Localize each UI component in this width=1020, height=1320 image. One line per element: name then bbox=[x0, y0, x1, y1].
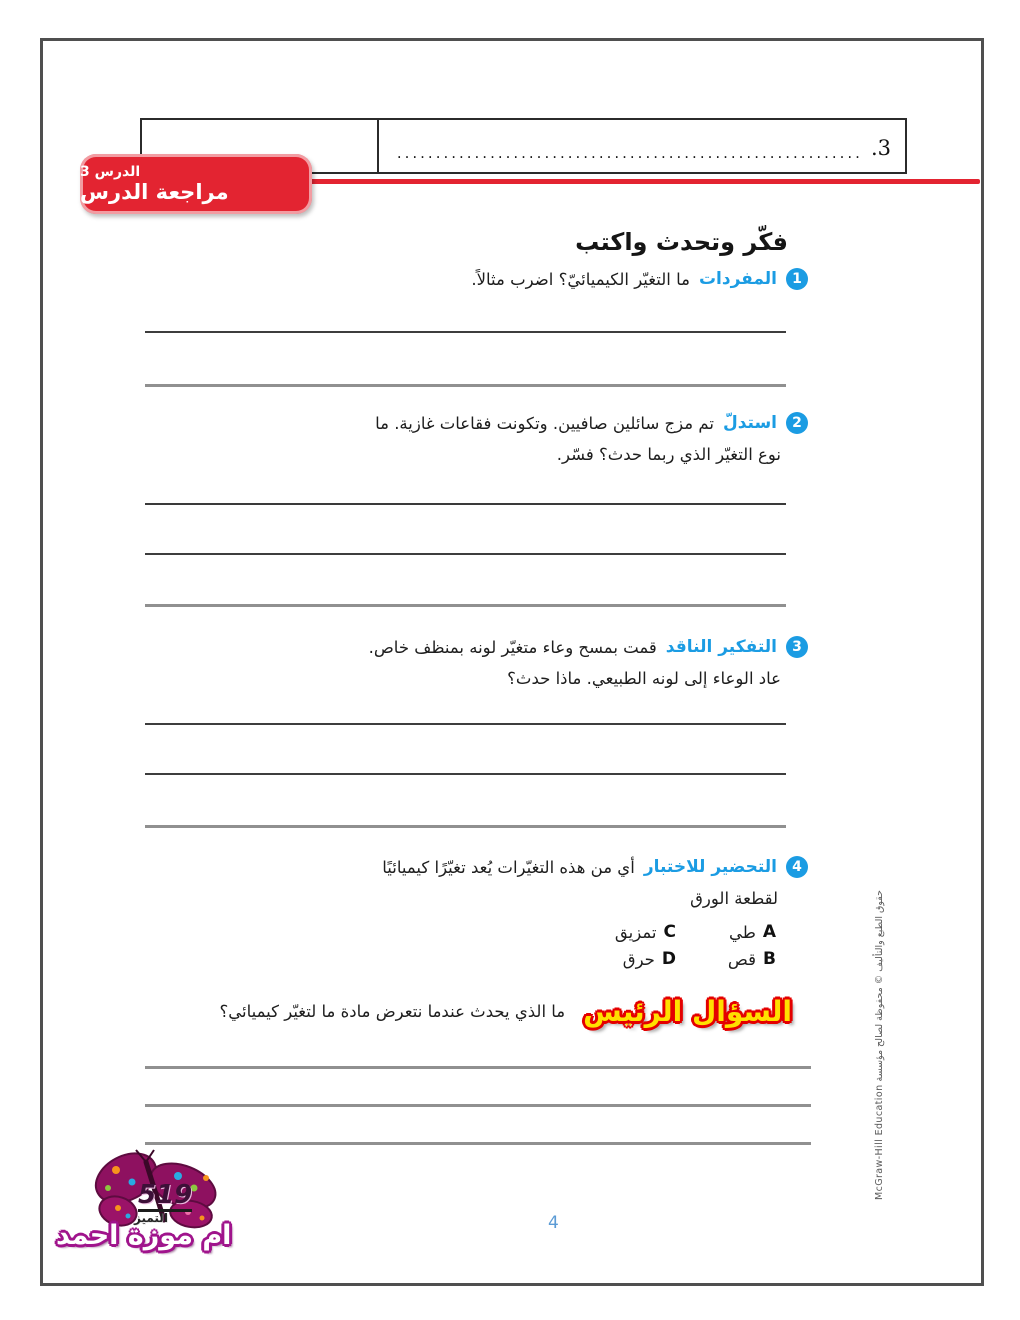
question-1-text: ما التغيّر الكيميائيّ؟ اضرب مثالاً. bbox=[471, 269, 690, 289]
page-border-frame bbox=[40, 38, 984, 1286]
question-3: 3 التفكير الناقد قمت بمسح وعاء متغيّر لو… bbox=[369, 636, 808, 688]
main-question-label: السؤال الرئيس bbox=[583, 995, 792, 1028]
question-3-text-line1: قمت بمسح وعاء متغيّر لونه بمنظف خاص. bbox=[368, 637, 657, 657]
header-number-cell: ........................................… bbox=[379, 120, 905, 172]
question-4-text-line2: لقطعة الورق bbox=[690, 889, 778, 908]
watermark-number: 519 bbox=[138, 1180, 193, 1212]
question-1-label: المفردات bbox=[698, 269, 777, 289]
question-1-badge: 1 bbox=[786, 268, 808, 290]
question-4: 4 التحضير للاختبار أي من هذه التغيّرات ي… bbox=[382, 856, 808, 908]
question-4-text-line1: أي من هذه التغيّرات يُعد تغيّرًا كيميائي… bbox=[382, 857, 635, 877]
lesson-banner: الدرس 3 مراجعة الدرس bbox=[80, 154, 312, 214]
answer-line bbox=[145, 553, 786, 555]
question-4-badge: 4 bbox=[786, 856, 808, 878]
question-1: 1 المفردات ما التغيّر الكيميائيّ؟ اضرب م… bbox=[471, 268, 808, 290]
answer-line bbox=[145, 331, 786, 333]
question-3-label: التفكير الناقد bbox=[665, 637, 777, 657]
choice-a-text: طي bbox=[728, 922, 756, 942]
choice-c-text: تمزيق bbox=[614, 922, 657, 942]
question-4-label: التحضير للاختبار bbox=[643, 857, 777, 877]
choice-c-letter: C bbox=[663, 922, 676, 942]
section-heading: فكّر وتحدث واكتب bbox=[575, 228, 788, 256]
header-empty-cell bbox=[142, 120, 379, 172]
choices-grid: A طي C تمزيق B قص D حرق bbox=[546, 922, 776, 969]
answer-line bbox=[145, 1142, 811, 1145]
answer-line bbox=[145, 773, 786, 775]
banner-rule-line bbox=[300, 179, 980, 184]
choice-d-letter: D bbox=[661, 949, 676, 969]
question-2: 2 استدلّ تم مزج سائلين صافيين. وتكونت فق… bbox=[375, 412, 808, 464]
main-question: السؤال الرئيس ما الذي يحدث عندما نتعرض م… bbox=[220, 995, 793, 1028]
question-2-text-line1: تم مزج سائلين صافيين. وتكونت فقاعات غازي… bbox=[375, 413, 714, 433]
answer-line bbox=[145, 384, 786, 387]
question-3-badge: 3 bbox=[786, 636, 808, 658]
choice-b-text: قص bbox=[727, 949, 757, 969]
choice-b-letter: B bbox=[763, 949, 776, 969]
choice-b: B قص bbox=[676, 949, 776, 969]
answer-line bbox=[145, 1066, 811, 1069]
watermark-name: ام موزة احمد bbox=[56, 1220, 232, 1251]
choice-d-text: حرق bbox=[622, 949, 655, 969]
lesson-number-label: الدرس 3 bbox=[80, 163, 141, 180]
main-question-text: ما الذي يحدث عندما نتعرض مادة ما لتغيّر … bbox=[219, 1002, 566, 1021]
page-number: 4 bbox=[548, 1213, 559, 1233]
copyright-vertical-text: حقوق الطبع والتأليف © محفوظة لصالح مؤسسة… bbox=[874, 890, 885, 1200]
answer-line bbox=[145, 503, 786, 505]
choice-a: A طي bbox=[676, 922, 776, 942]
question-3-text-line2: عاد الوعاء إلى لونه الطبيعي. ماذا حدث؟ bbox=[507, 669, 781, 688]
choice-d: D حرق bbox=[546, 949, 676, 969]
lesson-review-label: مراجعة الدرس bbox=[80, 179, 229, 204]
answer-line bbox=[145, 723, 786, 725]
answer-line bbox=[145, 825, 786, 828]
choice-c: C تمزيق bbox=[546, 922, 676, 942]
answer-line bbox=[145, 1104, 811, 1107]
choice-a-letter: A bbox=[762, 922, 776, 942]
question-2-text-line2: نوع التغيّر الذي ربما حدث؟ فسّر. bbox=[556, 445, 781, 464]
question-2-badge: 2 bbox=[786, 412, 808, 434]
question-2-label: استدلّ bbox=[722, 413, 777, 433]
answer-line bbox=[145, 604, 786, 607]
watermark-small-text: التميز bbox=[134, 1211, 168, 1225]
dotted-line: ........................................… bbox=[396, 145, 863, 161]
butterfly-logo-icon bbox=[88, 1148, 228, 1247]
question-number-3: .3 bbox=[870, 136, 891, 160]
